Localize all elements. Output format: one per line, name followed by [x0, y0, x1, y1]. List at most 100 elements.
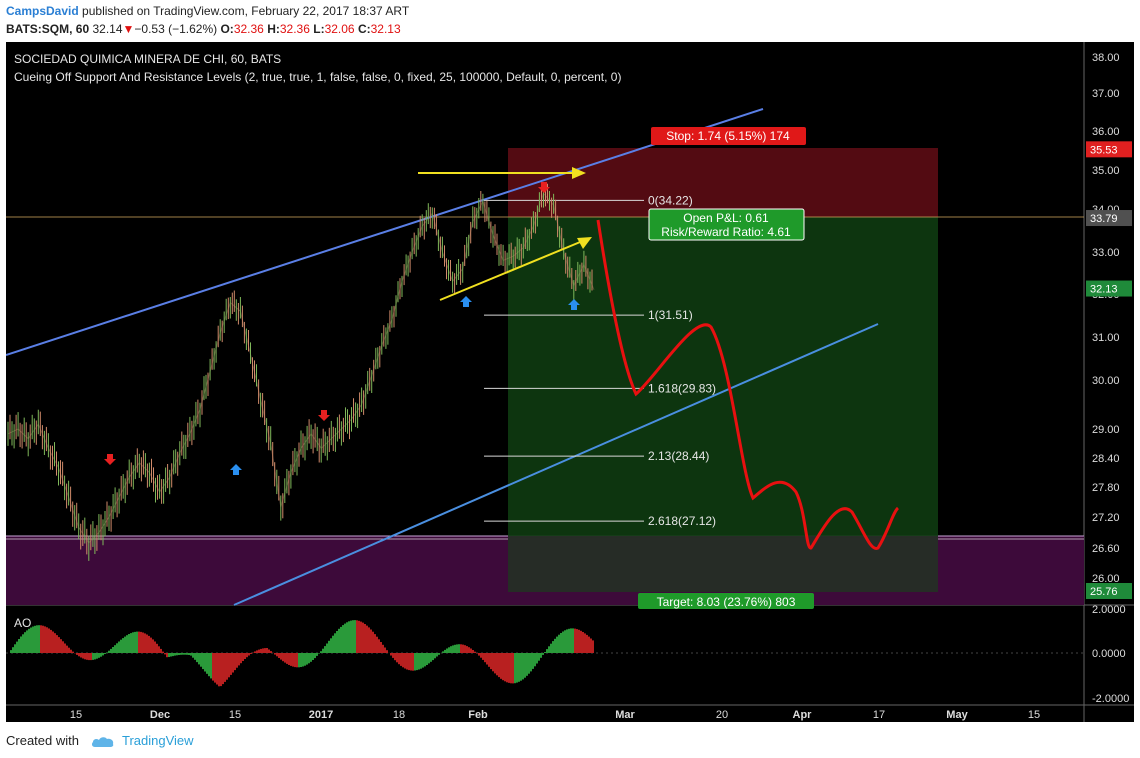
price-tag [1086, 141, 1132, 158]
channel-lower-line[interactable] [233, 323, 879, 606]
price-tag-label: 25.76 [1090, 586, 1118, 598]
chart-frame[interactable]: 0(34.22) 1(31.51) 1.618(29.83) 2.13(28.44) 2… [5, 42, 1134, 722]
ao-bar [188, 653, 190, 655]
ao-bar [490, 653, 492, 670]
ao-bar [524, 653, 526, 678]
price-candles [7, 183, 595, 561]
ao-bar [40, 625, 42, 653]
stop-loss-zone[interactable] [508, 148, 938, 217]
symbol-label: BATS:SQM, 60 [6, 22, 90, 36]
yellow-trend-arrow[interactable] [439, 239, 586, 301]
y-tick-label: 29.00 [1092, 424, 1120, 436]
ao-bar [328, 640, 330, 653]
ao-bar [572, 628, 574, 653]
ao-bar [590, 638, 592, 653]
ao-bar [122, 638, 124, 653]
ao-bar [70, 649, 72, 653]
ao-bar [412, 653, 414, 671]
ao-bar [536, 653, 538, 664]
ao-bar [534, 653, 536, 667]
ao-bar [174, 653, 176, 656]
ao-bar [518, 653, 520, 682]
ao-bar [84, 653, 86, 660]
ao-bar [548, 646, 550, 653]
ao-bar [152, 639, 154, 653]
channel-upper-line[interactable] [5, 108, 764, 356]
ao-bar [508, 653, 510, 683]
ao-bar [14, 644, 16, 653]
ao-bar [416, 653, 418, 671]
ao-bar [356, 620, 358, 653]
ao-bar [58, 637, 60, 653]
ao-bar [10, 650, 12, 653]
ao-bar [240, 653, 242, 664]
ao-bar [476, 653, 478, 654]
ao-bar [170, 653, 172, 657]
ao-bar [454, 644, 456, 653]
ao-bar [236, 653, 238, 668]
ao-bar [404, 653, 406, 669]
ao-bar [466, 646, 468, 653]
ao-bar [554, 638, 556, 653]
price-chart[interactable]: 0(34.22) 1(31.51) 1.618(29.83) 2.13(28.44) 2… [5, 42, 1134, 722]
ao-bar [110, 648, 112, 653]
ao-bar [176, 653, 178, 656]
indicator-legend: Cueing Off Support And Resistance Levels… [14, 70, 621, 84]
ao-bar [292, 653, 294, 667]
ao-bar [80, 653, 82, 658]
ao-bar [296, 653, 298, 668]
y-tick-label: 36.00 [1092, 126, 1120, 138]
buy-arrow-icon [460, 296, 472, 307]
ao-bar [204, 653, 206, 672]
ao-bar [502, 653, 504, 681]
y-tick-label: 27.80 [1092, 482, 1120, 494]
ao-bar [544, 652, 546, 653]
chart-legend-title: SOCIEDAD QUIMICA MINERA DE CHI, 60, BATS [14, 52, 281, 66]
ao-bar [206, 653, 208, 674]
sell-arrow-icon [318, 410, 330, 421]
ao-bar [556, 636, 558, 653]
ao-bar [226, 653, 228, 680]
ao-bar [350, 620, 352, 653]
ao-bar [64, 643, 66, 653]
close-label: C: [357, 22, 371, 36]
target-label-box[interactable] [638, 593, 814, 609]
author-name[interactable]: CampsDavid [6, 4, 79, 18]
pl-label-box[interactable] [648, 208, 805, 241]
ao-bar [168, 653, 170, 657]
ao-bar [338, 628, 340, 653]
ao-bar [150, 637, 152, 653]
profit-target-zone[interactable] [508, 217, 938, 592]
ao-bar [102, 653, 104, 656]
ao-bar [220, 653, 222, 687]
ao-bar [92, 653, 94, 660]
ao-bar [164, 653, 166, 655]
ao-bar [118, 641, 120, 653]
price-tag [1086, 583, 1132, 599]
ao-bar [578, 629, 580, 653]
last-price: 32.14 [92, 22, 123, 36]
tradingview-link[interactable]: TradingView [122, 733, 194, 748]
ao-bar [54, 633, 56, 653]
ao-bar [166, 653, 168, 658]
ao-bar [318, 653, 320, 654]
ao-bar [342, 625, 344, 653]
ao-bar [522, 653, 524, 680]
ao-bar [288, 653, 290, 665]
ao-bar [380, 642, 382, 653]
ao-bar [530, 653, 532, 672]
ao-bar [124, 636, 126, 653]
ao-bar [588, 636, 590, 653]
ao-bar [324, 646, 326, 653]
ao-bar [258, 649, 260, 653]
ao-bar [346, 622, 348, 653]
projection-path[interactable] [596, 219, 900, 550]
ao-bar [576, 629, 578, 653]
ao-bar [494, 653, 496, 674]
ao-bar [116, 643, 118, 653]
ao-bar [574, 628, 576, 653]
y-tick-label: 28.40 [1092, 453, 1120, 465]
stop-label-box[interactable] [651, 127, 806, 145]
ao-bar [344, 623, 346, 653]
ao-bar [540, 653, 542, 658]
